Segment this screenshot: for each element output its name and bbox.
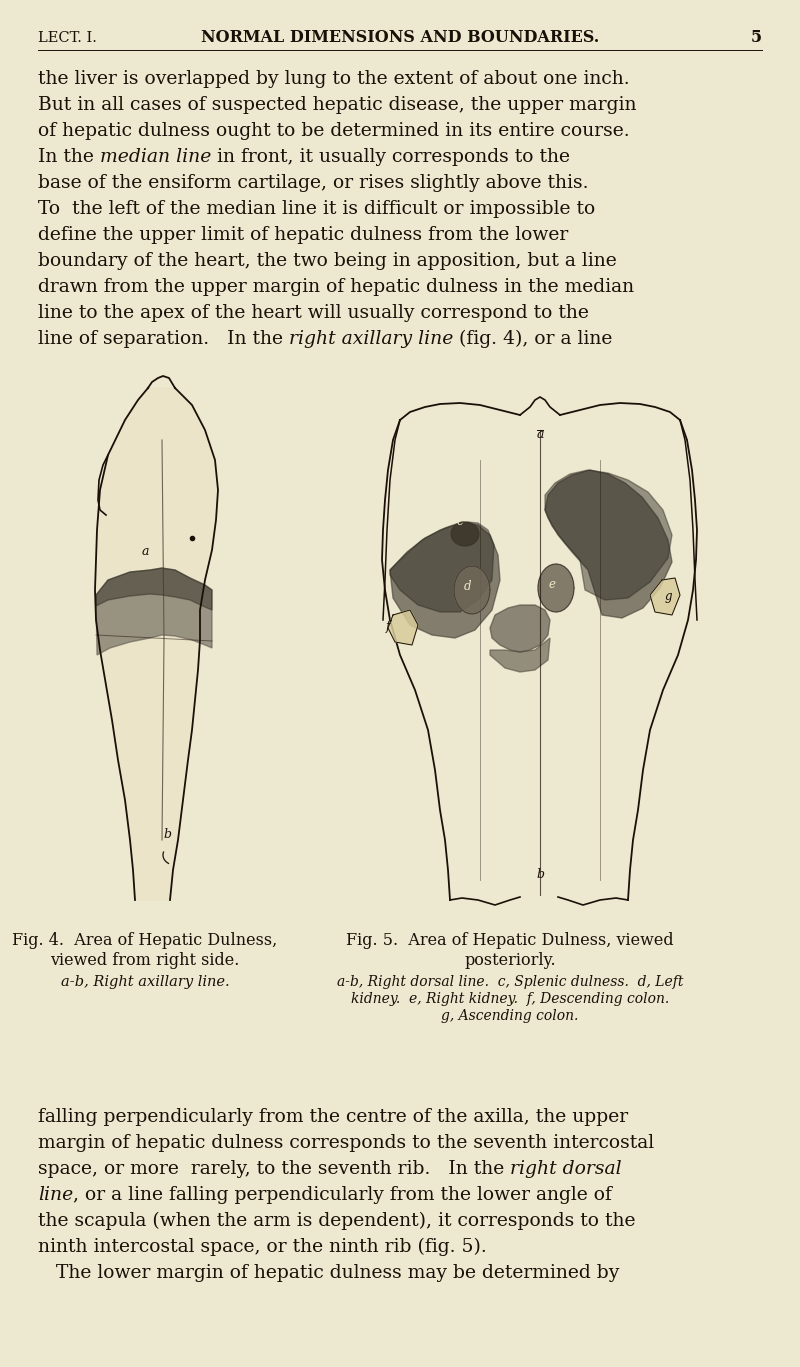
Text: margin of hepatic dulness corresponds to the seventh intercostal: margin of hepatic dulness corresponds to… xyxy=(38,1135,654,1152)
Text: 5: 5 xyxy=(751,30,762,46)
Polygon shape xyxy=(390,522,494,612)
Text: a: a xyxy=(142,545,149,558)
Text: in front, it usually corresponds to the: in front, it usually corresponds to the xyxy=(211,148,570,165)
Text: Fig. 5.  Area of Hepatic Dulness, viewed: Fig. 5. Area of Hepatic Dulness, viewed xyxy=(346,932,674,949)
Text: , or a line falling perpendicularly from the lower angle of: , or a line falling perpendicularly from… xyxy=(74,1187,612,1204)
Text: the liver is overlapped by lung to the extent of about one inch.: the liver is overlapped by lung to the e… xyxy=(38,70,630,87)
Polygon shape xyxy=(96,569,212,610)
Polygon shape xyxy=(545,470,672,600)
Text: right dorsal: right dorsal xyxy=(510,1161,622,1178)
Polygon shape xyxy=(454,566,490,614)
Polygon shape xyxy=(538,565,574,612)
Text: To  the left of the median line it is difficult or impossible to: To the left of the median line it is dif… xyxy=(38,200,595,217)
Text: LECT. I.: LECT. I. xyxy=(38,31,97,45)
Text: right axillary line: right axillary line xyxy=(289,329,454,349)
Text: boundary of the heart, the two being in apposition, but a line: boundary of the heart, the two being in … xyxy=(38,252,617,271)
Text: a-b, Right dorsal line.  c, Splenic dulness.  d, Left: a-b, Right dorsal line. c, Splenic dulne… xyxy=(337,975,683,988)
Text: b: b xyxy=(163,828,171,841)
Text: line of separation.   In the: line of separation. In the xyxy=(38,329,289,349)
Text: g: g xyxy=(664,591,672,603)
Text: (fig. 4), or a line: (fig. 4), or a line xyxy=(454,329,613,349)
Text: posteriorly.: posteriorly. xyxy=(464,951,556,969)
Polygon shape xyxy=(451,522,479,545)
Polygon shape xyxy=(95,388,218,899)
Text: viewed from right side.: viewed from right side. xyxy=(50,951,240,969)
Text: median line: median line xyxy=(100,148,211,165)
Text: d: d xyxy=(464,580,472,593)
Polygon shape xyxy=(650,578,680,615)
Text: line to the apex of the heart will usually correspond to the: line to the apex of the heart will usual… xyxy=(38,303,589,323)
Polygon shape xyxy=(490,638,550,673)
Text: But in all cases of suspected hepatic disease, the upper margin: But in all cases of suspected hepatic di… xyxy=(38,96,637,113)
Text: g, Ascending colon.: g, Ascending colon. xyxy=(442,1009,578,1023)
Text: NORMAL DIMENSIONS AND BOUNDARIES.: NORMAL DIMENSIONS AND BOUNDARIES. xyxy=(201,30,599,46)
Text: b: b xyxy=(536,868,544,880)
Polygon shape xyxy=(96,569,212,655)
Text: ninth intercostal space, or the ninth rib (fig. 5).: ninth intercostal space, or the ninth ri… xyxy=(38,1239,486,1256)
Text: the scapula (when the arm is dependent), it corresponds to the: the scapula (when the arm is dependent),… xyxy=(38,1213,635,1230)
Text: In the: In the xyxy=(38,148,100,165)
Text: drawn from the upper margin of hepatic dulness in the median: drawn from the upper margin of hepatic d… xyxy=(38,278,634,297)
Text: line: line xyxy=(38,1187,74,1204)
Text: base of the ensiform cartilage, or rises slightly above this.: base of the ensiform cartilage, or rises… xyxy=(38,174,589,191)
Polygon shape xyxy=(490,606,550,652)
Text: e: e xyxy=(549,578,555,591)
Text: f: f xyxy=(386,621,390,633)
Text: kidney.  e, Right kidney.  f, Descending colon.: kidney. e, Right kidney. f, Descending c… xyxy=(351,992,669,1006)
Text: of hepatic dulness ought to be determined in its entire course.: of hepatic dulness ought to be determine… xyxy=(38,122,630,139)
Text: c: c xyxy=(457,515,463,528)
Polygon shape xyxy=(545,470,672,618)
Polygon shape xyxy=(388,610,418,645)
Text: define the upper limit of hepatic dulness from the lower: define the upper limit of hepatic dulnes… xyxy=(38,226,568,243)
Text: The lower margin of hepatic dulness may be determined by: The lower margin of hepatic dulness may … xyxy=(38,1264,619,1282)
Text: a: a xyxy=(536,428,544,442)
Polygon shape xyxy=(390,522,500,638)
Text: falling perpendicularly from the centre of the axilla, the upper: falling perpendicularly from the centre … xyxy=(38,1109,628,1126)
Text: a-b, Right axillary line.: a-b, Right axillary line. xyxy=(61,975,230,988)
Text: space, or more  rarely, to the seventh rib.   In the: space, or more rarely, to the seventh ri… xyxy=(38,1161,510,1178)
Text: Fig. 4.  Area of Hepatic Dulness,: Fig. 4. Area of Hepatic Dulness, xyxy=(12,932,278,949)
